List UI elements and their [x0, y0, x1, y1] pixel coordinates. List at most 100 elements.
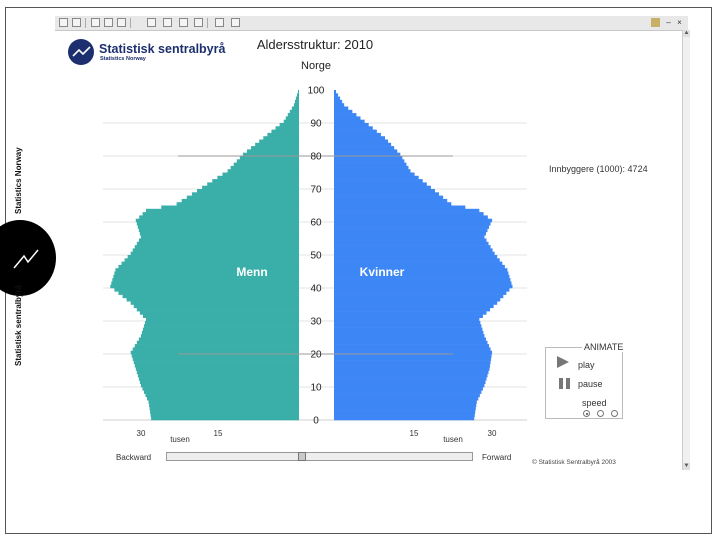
women-bar — [334, 205, 466, 210]
women-bar — [334, 354, 492, 358]
pause-label[interactable]: pause — [578, 379, 603, 389]
edit-icon[interactable] — [163, 18, 172, 27]
men-bar — [294, 99, 299, 104]
women-bar — [334, 284, 513, 289]
women-bar — [334, 403, 477, 408]
women-bar — [334, 136, 385, 140]
print-icon[interactable] — [147, 18, 156, 27]
men-bar — [135, 218, 299, 223]
speed-radio[interactable] — [583, 410, 590, 417]
men-bar — [263, 136, 299, 140]
play-label[interactable]: play — [578, 360, 595, 370]
series-label-menn: Menn — [236, 265, 267, 279]
backward-label[interactable]: Backward — [116, 453, 152, 462]
men-bar — [275, 126, 299, 130]
men-bar — [114, 271, 299, 276]
ssb-logo-zigzag — [72, 46, 91, 57]
men-bar — [136, 222, 299, 226]
men-bar — [207, 182, 299, 186]
women-bar — [334, 165, 409, 170]
window-icon[interactable] — [231, 18, 240, 27]
men-bar — [283, 119, 299, 124]
men-bar — [143, 390, 299, 394]
vertical-scrollbar[interactable]: ▲ ▼ — [682, 30, 690, 470]
men-bar — [239, 156, 299, 160]
men-bar — [217, 175, 299, 180]
back-icon[interactable] — [59, 18, 68, 27]
speed-radio[interactable] — [597, 410, 604, 417]
women-bar — [334, 139, 389, 144]
women-bar — [334, 146, 395, 150]
play-icon[interactable] — [557, 356, 569, 368]
women-bar — [334, 297, 501, 302]
men-bar — [142, 314, 299, 318]
men-bar — [126, 297, 300, 302]
timeline-slider[interactable] — [166, 452, 473, 461]
women-bar — [334, 281, 512, 285]
men-bar — [271, 129, 299, 134]
men-bar — [293, 103, 299, 107]
restore-icon[interactable] — [651, 18, 660, 27]
women-bar — [334, 347, 491, 351]
women-bar — [334, 119, 365, 124]
women-bar — [334, 212, 484, 216]
speed-label: speed — [582, 398, 607, 408]
y-tick-label: 70 — [310, 185, 322, 196]
women-bar — [334, 334, 485, 338]
women-bar — [334, 175, 419, 180]
women-bar — [334, 225, 490, 229]
animate-title: ANIMATE — [582, 342, 626, 352]
men-bar — [130, 301, 299, 305]
timeline-slider-thumb[interactable] — [297, 452, 306, 461]
women-bar — [334, 109, 353, 114]
speed-radio[interactable] — [611, 410, 618, 417]
chevron-down-icon[interactable] — [194, 18, 203, 27]
women-bar — [334, 261, 503, 266]
women-bar — [334, 304, 494, 309]
women-bar — [334, 241, 489, 246]
home-icon[interactable] — [117, 18, 126, 27]
men-bar — [202, 185, 299, 190]
men-bar — [110, 284, 299, 289]
pause-icon[interactable] — [559, 378, 570, 389]
men-bar — [222, 172, 299, 177]
women-bar — [334, 248, 493, 252]
women-bar — [334, 327, 483, 332]
mail-icon[interactable] — [179, 18, 188, 27]
refresh-icon[interactable] — [104, 18, 113, 27]
women-bar — [334, 321, 481, 325]
scroll-down-icon[interactable]: ▼ — [683, 463, 690, 470]
men-bar — [142, 212, 299, 216]
women-bar — [334, 268, 508, 272]
gear-icon[interactable] — [215, 18, 224, 27]
scroll-up-icon[interactable]: ▲ — [683, 30, 690, 37]
men-bar — [136, 241, 299, 246]
women-bar — [334, 192, 440, 196]
men-bar — [291, 106, 299, 111]
women-bar — [334, 126, 373, 130]
women-bar — [334, 113, 357, 117]
women-bar — [334, 96, 341, 101]
population-count: Innbyggere (1000): 4724 — [549, 164, 648, 174]
women-bar — [334, 278, 511, 282]
close-icon[interactable]: × — [677, 18, 682, 27]
men-bar — [112, 278, 299, 282]
women-bar — [334, 400, 477, 404]
women-bar — [334, 350, 493, 355]
stop-icon[interactable] — [91, 18, 100, 27]
women-bar — [334, 93, 339, 97]
women-bar — [334, 357, 492, 361]
men-bar — [150, 410, 299, 414]
men-bar — [121, 261, 300, 266]
men-bar — [134, 344, 299, 348]
women-bar — [334, 274, 510, 279]
minimize-icon[interactable]: – — [666, 18, 671, 27]
men-bar — [287, 113, 299, 117]
men-bar — [140, 235, 299, 239]
women-bar — [334, 245, 491, 249]
women-bar — [334, 294, 504, 299]
men-bar — [127, 255, 299, 259]
men-bar — [118, 291, 300, 295]
forward-icon[interactable] — [72, 18, 81, 27]
forward-label[interactable]: Forward — [482, 453, 512, 462]
